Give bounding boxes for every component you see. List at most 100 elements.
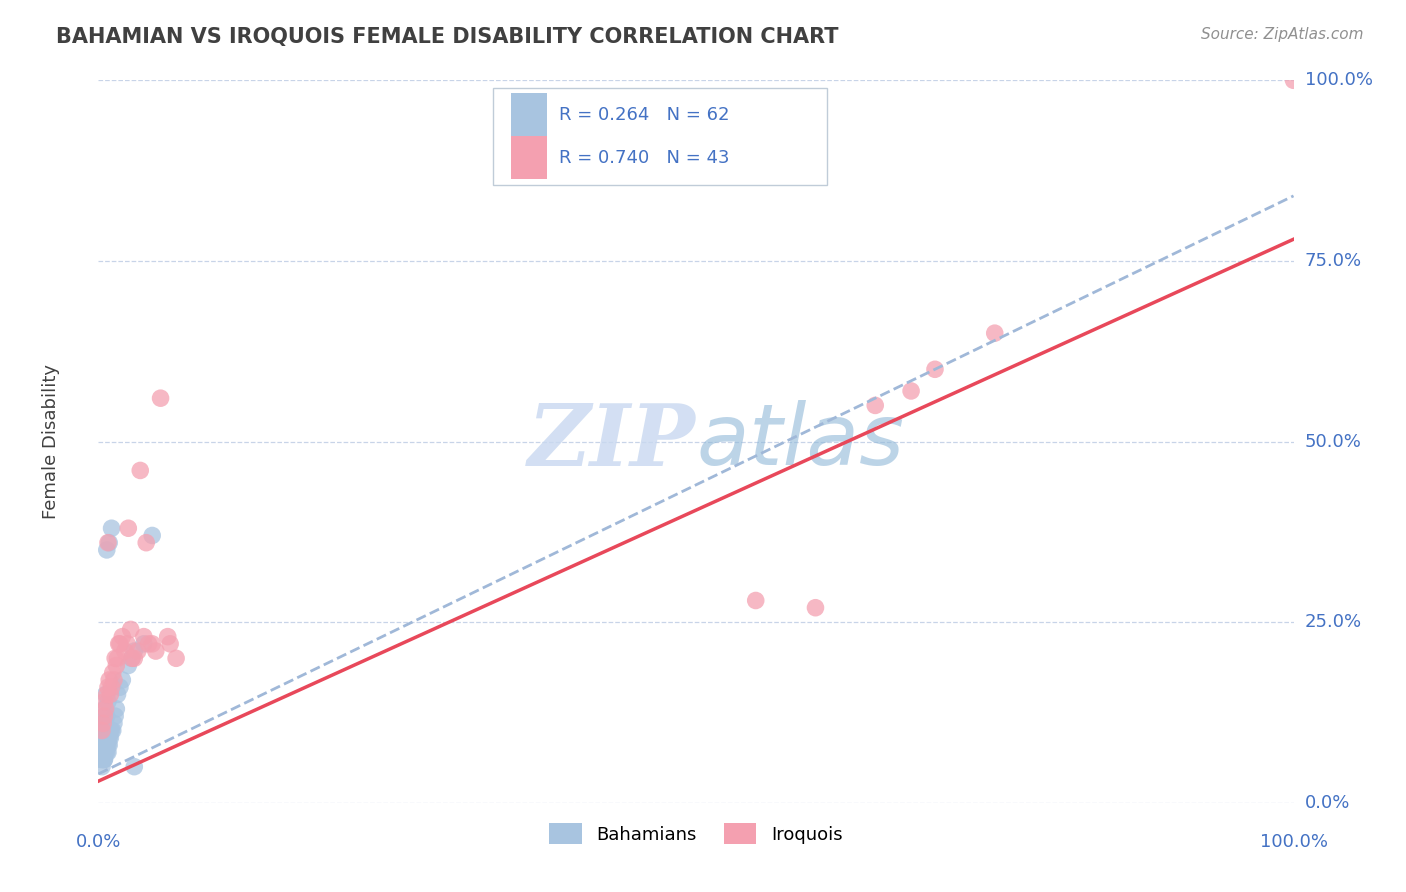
FancyBboxPatch shape <box>510 136 547 179</box>
Point <box>141 637 163 651</box>
Point <box>1282 73 1305 87</box>
Point <box>91 731 114 745</box>
Point <box>93 752 115 766</box>
Point <box>94 745 117 759</box>
Point <box>90 752 112 766</box>
Point <box>98 723 122 738</box>
Text: Female Disability: Female Disability <box>42 364 59 519</box>
Point <box>98 687 122 701</box>
Text: 100.0%: 100.0% <box>1305 71 1372 89</box>
Point <box>91 752 114 766</box>
Point <box>97 680 120 694</box>
Point <box>93 709 115 723</box>
Point <box>94 687 117 701</box>
Point <box>103 716 125 731</box>
Point <box>107 687 129 701</box>
Point <box>124 760 146 774</box>
Point <box>104 651 127 665</box>
Point <box>159 637 181 651</box>
Point <box>91 716 114 731</box>
Point <box>98 731 121 745</box>
Point <box>117 658 139 673</box>
Point <box>100 723 122 738</box>
Text: Source: ZipAtlas.com: Source: ZipAtlas.com <box>1201 27 1364 42</box>
Point <box>91 745 114 759</box>
Point <box>96 687 118 701</box>
Point <box>141 528 163 542</box>
Point <box>93 738 115 752</box>
Point <box>156 630 179 644</box>
Point <box>924 362 946 376</box>
Point <box>108 680 131 694</box>
Point <box>121 651 143 665</box>
Point <box>96 738 118 752</box>
Point <box>132 630 155 644</box>
Point <box>91 745 114 759</box>
Point <box>96 745 118 759</box>
Point <box>117 521 139 535</box>
Point <box>94 716 117 731</box>
Point <box>93 752 115 766</box>
Point <box>94 731 117 745</box>
Point <box>98 738 121 752</box>
Legend: Bahamians, Iroquois: Bahamians, Iroquois <box>543 816 849 852</box>
Point <box>91 716 114 731</box>
Point <box>91 738 114 752</box>
Point <box>101 665 124 680</box>
Point <box>97 695 120 709</box>
Point <box>93 745 115 759</box>
Text: 0.0%: 0.0% <box>1305 794 1350 812</box>
Point <box>96 723 118 738</box>
Point <box>98 731 122 745</box>
Point <box>93 709 115 723</box>
Point <box>91 738 114 752</box>
Point <box>97 745 120 759</box>
Point <box>804 600 827 615</box>
Point <box>132 637 155 651</box>
Point <box>96 542 118 557</box>
Point <box>745 593 768 607</box>
Point <box>107 637 129 651</box>
Point <box>98 535 121 549</box>
Point <box>94 723 117 738</box>
Text: R = 0.264   N = 62: R = 0.264 N = 62 <box>558 106 730 124</box>
Point <box>93 723 115 738</box>
Point <box>93 745 115 759</box>
Point <box>91 738 114 752</box>
Point <box>900 384 922 398</box>
Point <box>121 651 143 665</box>
FancyBboxPatch shape <box>494 87 828 185</box>
Point <box>100 521 122 535</box>
Point <box>93 702 115 716</box>
Point <box>93 731 115 745</box>
Point <box>93 716 115 731</box>
Point <box>98 723 121 738</box>
Point <box>149 391 172 405</box>
Point <box>105 702 128 716</box>
Point <box>124 651 146 665</box>
Point <box>97 535 120 549</box>
Text: 50.0%: 50.0% <box>1305 433 1361 450</box>
Point <box>91 745 114 759</box>
Point <box>115 637 138 651</box>
Point <box>108 637 131 651</box>
Point <box>100 680 122 694</box>
Point <box>127 644 149 658</box>
Point <box>124 644 146 658</box>
Point <box>91 752 114 766</box>
Point <box>103 673 125 687</box>
Point <box>165 651 187 665</box>
Point <box>94 702 117 716</box>
Point <box>91 723 114 738</box>
Text: 0.0%: 0.0% <box>76 833 121 851</box>
Point <box>138 637 160 651</box>
Point <box>91 745 114 759</box>
Point <box>97 738 120 752</box>
FancyBboxPatch shape <box>510 93 547 136</box>
Point <box>107 651 129 665</box>
Point <box>96 731 118 745</box>
Point <box>865 398 887 412</box>
Point <box>104 709 127 723</box>
Point <box>91 760 114 774</box>
Point <box>120 623 142 637</box>
